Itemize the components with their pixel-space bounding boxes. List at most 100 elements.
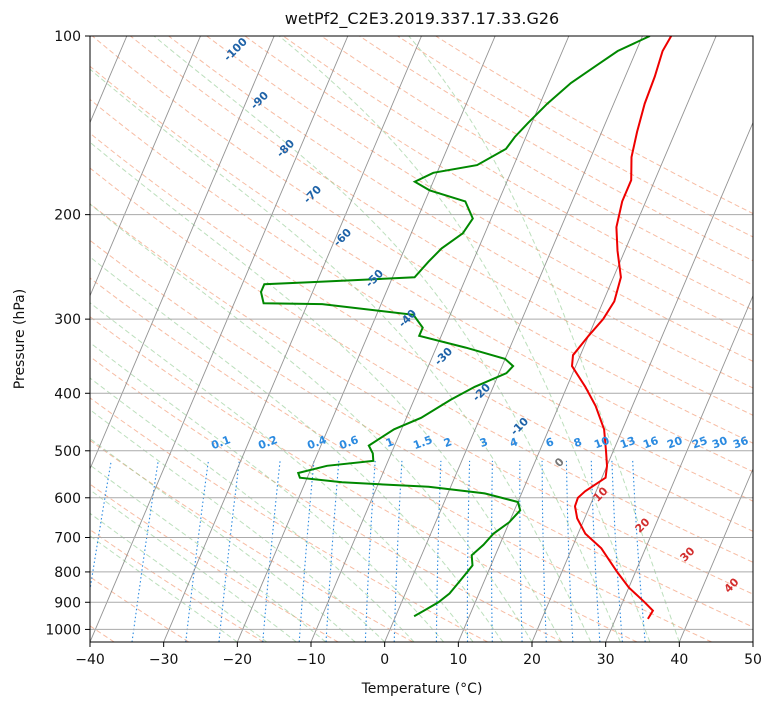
isotherm-line [90, 36, 201, 297]
mixing-ratio-label: 10 [592, 434, 611, 452]
moist-adiabat [90, 203, 533, 642]
moist-adiabat [90, 256, 503, 642]
moist-adiabat [90, 141, 562, 642]
moist-adiabat [90, 535, 238, 642]
dry-adiabat [168, 36, 753, 389]
series-layer [259, 36, 673, 620]
y-tick-label: 800 [54, 565, 81, 581]
mixing-ratio-line [519, 460, 523, 642]
mixing-ratio-label: 0.2 [256, 433, 279, 452]
dry-adiabat [90, 397, 488, 642]
mixing-ratio-line [262, 460, 281, 642]
x-tick-label: 0 [380, 652, 389, 668]
dry-adiabat [90, 316, 638, 642]
isotherm-label: -100 [221, 35, 250, 64]
mixing-ratio-line [490, 460, 493, 642]
mixing-ratio-line [90, 460, 112, 593]
moist-adiabat [90, 464, 327, 642]
isotherm-label: 0 [552, 455, 567, 470]
background-lines [90, 36, 753, 642]
mixing-ratio-label: 0.4 [305, 433, 328, 452]
isotherm-label: -20 [470, 381, 493, 404]
dry-adiabat [435, 36, 753, 215]
mixing-ratio-label: 13 [618, 434, 637, 451]
mixing-ratio-line [364, 460, 376, 642]
y-tick-label: 900 [54, 595, 81, 611]
gridlines [90, 36, 753, 642]
moist-adiabat [90, 68, 592, 642]
y-tick-label: 100 [54, 29, 81, 45]
isotherm-label: -30 [432, 345, 455, 368]
mixing-ratio-line [590, 460, 601, 642]
mixing-ratio-line [393, 460, 403, 642]
moist-adiabat [90, 437, 356, 642]
x-tick-label: −30 [149, 652, 179, 668]
x-tick-label: 40 [670, 652, 688, 668]
mixing-ratio-labels: 0.1 0.2 0.4 0.6 1 1.5 2 3 4 6 8 10 13 16 20 25 30 36 [209, 433, 750, 452]
dry-adiabat [90, 529, 264, 642]
dry-adiabat [90, 356, 563, 642]
mixing-ratio-label: 36 [731, 434, 750, 452]
dry-adiabat [91, 36, 753, 444]
x-tick-label: 50 [744, 652, 762, 668]
dry-adiabat [282, 36, 753, 311]
dry-adiabat [90, 65, 753, 473]
mixing-ratio-line [565, 460, 574, 642]
mixing-ratio-label: 16 [641, 434, 660, 452]
dry-adiabat [244, 36, 753, 336]
isotherm-label: -10 [508, 415, 531, 438]
dry-adiabat [90, 132, 753, 532]
x-tick-label: 30 [597, 652, 615, 668]
isotherm-line [752, 640, 753, 642]
moist-adiabat [90, 409, 386, 642]
y-tick-label: 300 [54, 312, 81, 328]
isotherm-line [310, 36, 570, 642]
chart-title: wetPf2_C2E3.2019.337.17.33.G26 [285, 9, 559, 29]
mixing-ratio-line [435, 460, 442, 642]
dry-adiabat [90, 277, 712, 642]
mixing-ratio-label: 0.1 [209, 433, 232, 452]
moist-adiabat [90, 302, 474, 642]
moist-adiabat [408, 36, 680, 642]
mixing-ratio-label: 8 [572, 435, 584, 450]
mixing-ratio-label: 3 [478, 435, 490, 450]
isotherm-label: 40 [722, 575, 742, 595]
y-tick-label: 400 [54, 386, 81, 402]
isotherm-line [90, 36, 349, 642]
mixing-ratio-label: 1.5 [411, 433, 434, 452]
dry-adiabat [90, 239, 753, 628]
mixing-ratio-label: 0.6 [337, 433, 360, 452]
mixing-ratio-line [325, 460, 340, 642]
isotherm-label: -90 [248, 89, 271, 112]
mixing-ratio-label: 6 [544, 435, 556, 450]
x-tick-label: 20 [523, 652, 541, 668]
moist-adiabat [90, 342, 444, 642]
moist-adiabat [153, 36, 621, 642]
x-tick-label: −20 [223, 652, 253, 668]
dry-adiabat [90, 203, 753, 595]
moist-adiabat [90, 377, 415, 642]
mixing-ratio-line [611, 460, 623, 642]
mixing-ratio-line [298, 460, 315, 642]
dry-adiabat [206, 36, 753, 362]
isotherm-line [678, 467, 753, 642]
dry-adiabat [90, 439, 414, 642]
x-axis-ticks: −40 −30 −20 −10 0 10 20 30 40 50 [75, 642, 762, 668]
isotherm-label: -60 [331, 226, 354, 249]
y-tick-label: 200 [54, 208, 81, 224]
dry-adiabat [90, 483, 339, 642]
isotherm-line [236, 36, 496, 642]
mixing-ratio-line [185, 460, 209, 642]
moist-adiabat [278, 36, 651, 642]
isotherm-line [531, 121, 753, 642]
isotherm-line [90, 36, 275, 471]
x-tick-label: 10 [449, 652, 467, 668]
dry-adiabat [359, 36, 753, 262]
isotherm-label: 10 [591, 484, 611, 504]
mixing-ratio-line [541, 460, 547, 642]
y-axis-label: Pressure (hPa) [12, 289, 28, 389]
isotherm-label: -70 [301, 183, 324, 206]
isotherm-label: 30 [678, 544, 698, 564]
y-tick-label: 500 [54, 444, 81, 460]
